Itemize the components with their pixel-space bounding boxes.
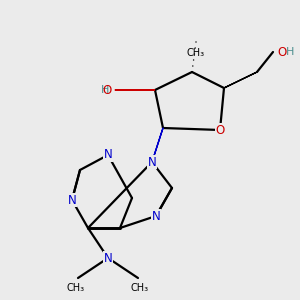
Text: CH₃: CH₃ bbox=[67, 283, 85, 293]
Text: N: N bbox=[103, 148, 112, 161]
Text: N: N bbox=[103, 251, 112, 265]
Text: N: N bbox=[152, 209, 160, 223]
Text: CH₃: CH₃ bbox=[187, 48, 205, 58]
Text: N: N bbox=[68, 194, 76, 206]
Text: O: O bbox=[103, 83, 112, 97]
Polygon shape bbox=[152, 128, 163, 162]
Text: CH₃: CH₃ bbox=[131, 283, 149, 293]
Text: O: O bbox=[277, 46, 286, 59]
Text: N: N bbox=[148, 155, 156, 169]
Text: H: H bbox=[286, 47, 294, 57]
Text: O: O bbox=[215, 124, 225, 136]
Text: H: H bbox=[100, 85, 109, 95]
Polygon shape bbox=[224, 72, 257, 88]
